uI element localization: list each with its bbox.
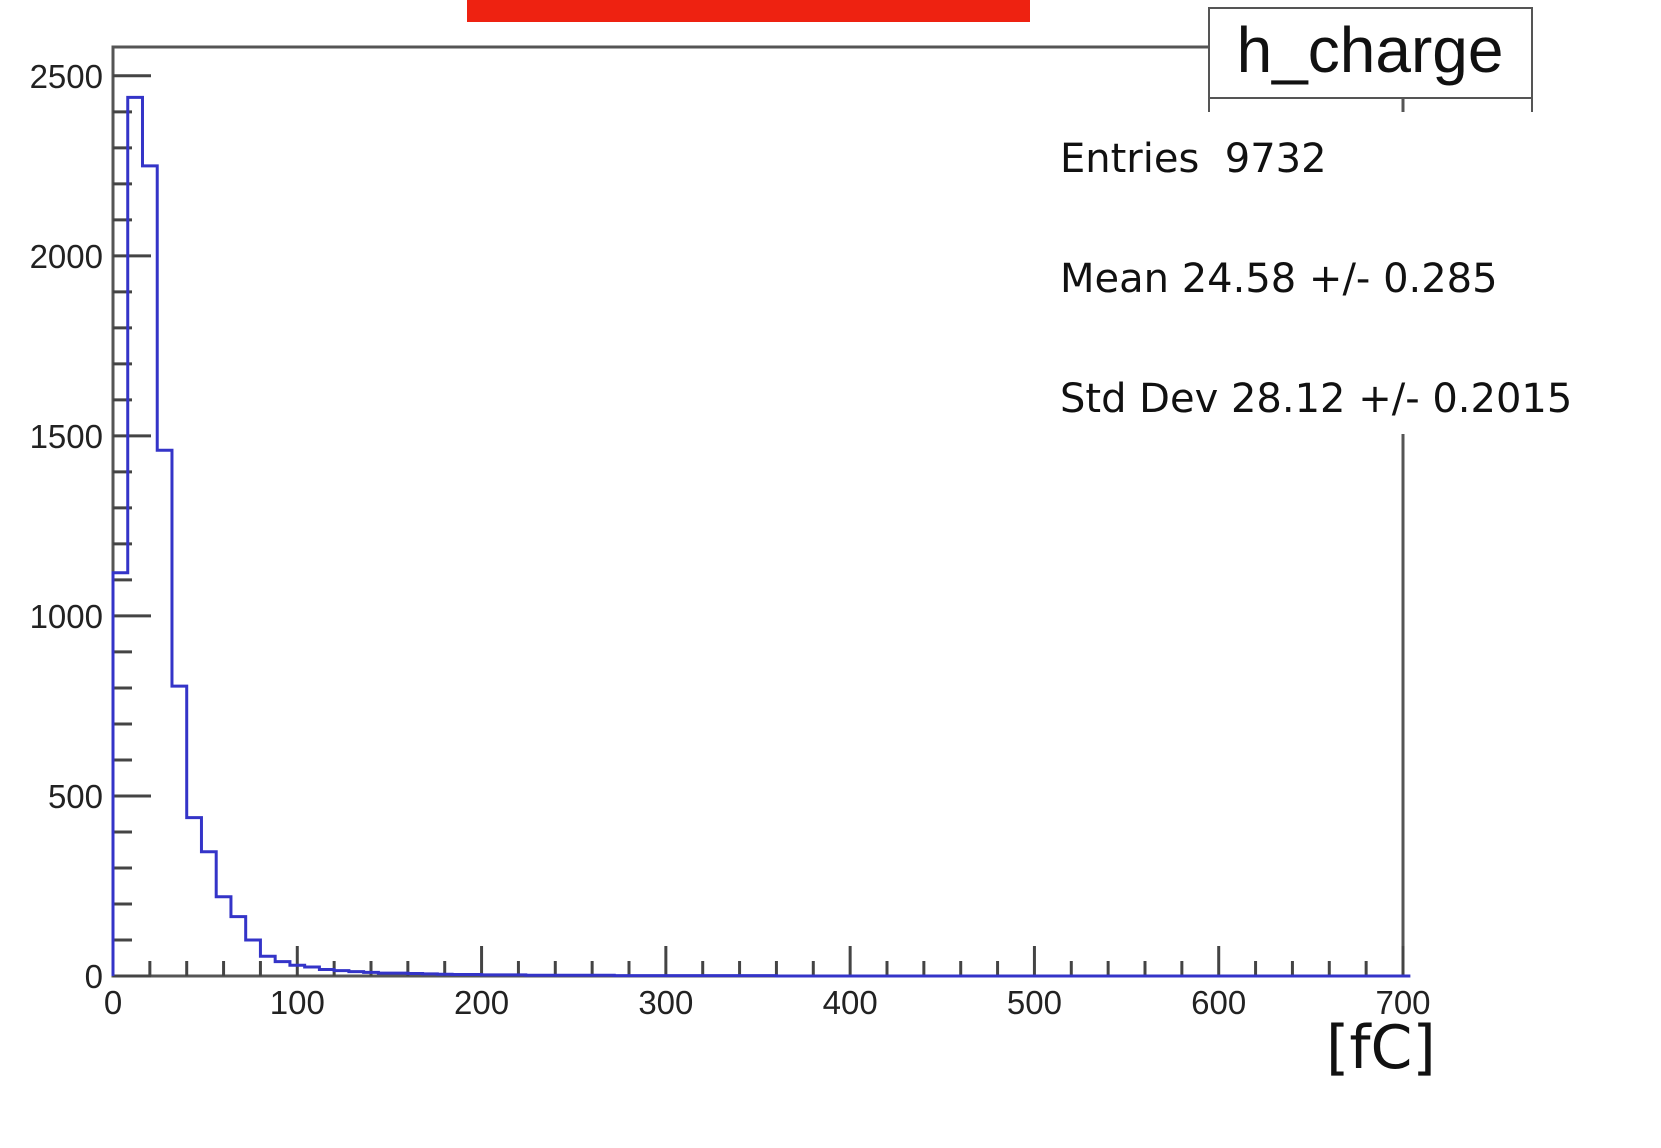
header-color-bar [467,0,1030,22]
histogram-bin [172,686,187,976]
x-tick-label: 0 [104,984,122,1021]
x-axis-unit-label: [fC] [1326,1013,1436,1083]
x-tick-label: 700 [1375,984,1430,1021]
chart-title: h_charge [1237,14,1504,86]
stats-mean: Mean 24.58 +/- 0.285 [1060,256,1498,302]
histogram-bin [187,818,202,976]
histogram-bin [231,917,246,976]
x-tick-label: 600 [1191,984,1246,1021]
histogram-bin [142,166,157,976]
y-axis-ticks: 0 500 1000 1500 2000 2500 [30,58,151,995]
y-tick-label: 1500 [30,418,103,455]
histogram-bin [275,962,290,976]
histogram-bin [260,956,275,976]
y-tick-label: 1000 [30,598,103,635]
y-tick-label: 0 [85,958,103,995]
title-box-frame [1208,7,1533,99]
stats-std-dev: Std Dev 28.12 +/- 0.2015 [1060,376,1572,422]
x-tick-label: 300 [638,984,693,1021]
stats-box-background [1050,112,1660,434]
stats-entries: Entries 9732 [1060,136,1327,182]
x-tick-label: 400 [823,984,878,1021]
y-tick-label: 500 [48,778,103,815]
histogram-bin [157,450,172,976]
histogram-bars [113,97,776,976]
y-tick-label: 2500 [30,58,103,95]
histogram-outline [111,95,1411,978]
x-tick-label: 500 [1007,984,1062,1021]
histogram-bin [246,940,261,976]
x-tick-label: 100 [270,984,325,1021]
y-tick-label: 2000 [30,238,103,275]
histogram-bin [113,573,128,976]
x-tick-label: 200 [454,984,509,1021]
x-axis-ticks: 0 100 200 300 400 500 600 700 [104,946,1431,1021]
title-box: h_charge [1208,7,1533,112]
histogram-bin [128,97,143,976]
histogram-bin [201,852,216,976]
stats-box: Entries 9732 Mean 24.58 +/- 0.285 Std De… [1050,112,1660,434]
